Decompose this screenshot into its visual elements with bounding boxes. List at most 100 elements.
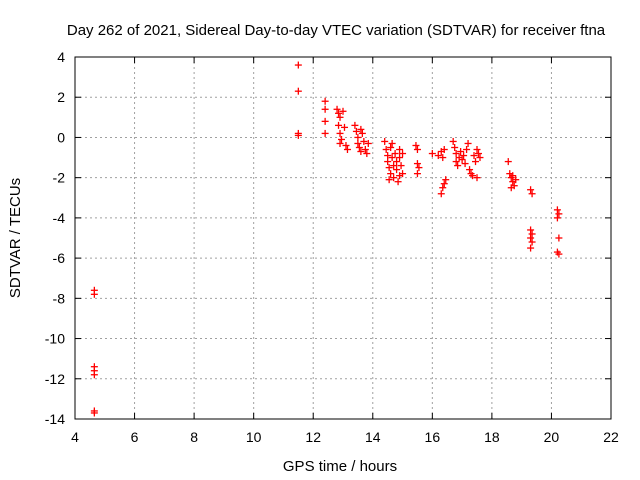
data-point — [390, 174, 398, 182]
data-point — [90, 371, 98, 379]
data-point — [363, 150, 371, 158]
data-point — [90, 290, 98, 298]
data-point — [473, 146, 481, 154]
data-point — [352, 127, 360, 135]
data-point — [338, 135, 346, 143]
y-axis-label: SDTVAR / TECUs — [7, 178, 24, 298]
data-point — [452, 150, 460, 158]
data-point — [357, 125, 365, 133]
data-point — [358, 129, 366, 137]
data-point — [428, 150, 436, 158]
data-point — [90, 409, 98, 417]
data-point — [351, 121, 359, 129]
data-point — [457, 148, 465, 156]
data-point — [336, 113, 344, 121]
x-tick-label: 10 — [246, 429, 262, 445]
data-point — [555, 250, 563, 258]
data-point — [470, 152, 478, 160]
data-point — [343, 146, 351, 154]
data-point — [464, 139, 472, 147]
data-point — [454, 162, 462, 170]
data-point — [294, 61, 302, 69]
x-tick-label: 16 — [425, 429, 441, 445]
y-tick-label: -8 — [53, 290, 66, 306]
data-point — [452, 158, 460, 166]
data-point — [413, 170, 421, 178]
data-point — [434, 152, 442, 160]
y-tick-label: 2 — [57, 89, 65, 105]
data-point — [360, 137, 368, 145]
data-point — [354, 133, 362, 141]
data-point — [397, 162, 405, 170]
data-point — [413, 146, 421, 154]
x-tick-label: 18 — [484, 429, 500, 445]
data-point — [387, 144, 395, 151]
data-point — [469, 172, 477, 180]
data-point — [391, 150, 399, 158]
data-point — [336, 129, 344, 137]
data-point — [333, 105, 341, 113]
data-point — [393, 166, 401, 174]
data-point — [394, 178, 402, 186]
data-point — [364, 139, 372, 147]
data-point — [387, 170, 395, 178]
data-points — [90, 61, 563, 417]
data-point — [396, 172, 404, 180]
y-tick-label: -4 — [53, 210, 66, 226]
x-tick-label: 6 — [131, 429, 139, 445]
data-point — [474, 150, 482, 158]
data-point — [527, 226, 535, 234]
data-point — [390, 162, 398, 170]
data-point — [512, 176, 520, 184]
data-point — [528, 230, 536, 238]
grid — [75, 57, 611, 419]
data-point — [385, 164, 393, 172]
data-point — [385, 176, 393, 184]
y-tick-label: -12 — [45, 371, 65, 387]
y-tick-label: -14 — [45, 411, 65, 427]
data-point — [439, 184, 447, 192]
data-point — [473, 174, 481, 182]
data-point — [335, 109, 343, 117]
data-point — [388, 154, 396, 162]
data-point — [553, 214, 561, 222]
data-point — [437, 190, 445, 198]
data-point — [555, 234, 563, 242]
data-point — [555, 210, 563, 218]
data-point — [354, 139, 362, 147]
data-point — [294, 131, 302, 139]
data-point — [527, 244, 535, 252]
data-point — [335, 121, 343, 129]
data-point — [413, 160, 421, 168]
data-point — [340, 123, 348, 131]
data-point — [321, 129, 329, 137]
data-point — [339, 107, 347, 115]
data-point — [382, 146, 390, 154]
data-point — [396, 154, 404, 162]
data-point — [476, 154, 484, 162]
data-point — [528, 190, 536, 198]
y-tick-label: -10 — [45, 331, 65, 347]
data-point — [451, 144, 459, 151]
x-tick-label: 4 — [71, 429, 79, 445]
data-point — [472, 158, 480, 166]
data-point — [440, 180, 448, 188]
data-point — [458, 156, 466, 164]
data-point — [361, 146, 369, 154]
data-point — [507, 184, 515, 192]
data-point — [294, 87, 302, 95]
x-tick-label: 22 — [603, 429, 619, 445]
x-tick-label: 14 — [365, 429, 381, 445]
data-point — [399, 150, 407, 158]
data-point — [412, 141, 420, 149]
data-point — [321, 97, 329, 105]
data-point — [321, 105, 329, 113]
chart-title: Day 262 of 2021, Sidereal Day-to-day VTE… — [67, 22, 606, 39]
data-point — [321, 117, 329, 125]
plot-frame — [74, 56, 612, 420]
data-point — [449, 137, 457, 145]
x-tick-label: 20 — [544, 429, 560, 445]
data-point — [355, 144, 363, 151]
y-tick-label: 0 — [57, 129, 65, 145]
data-point — [460, 152, 468, 160]
